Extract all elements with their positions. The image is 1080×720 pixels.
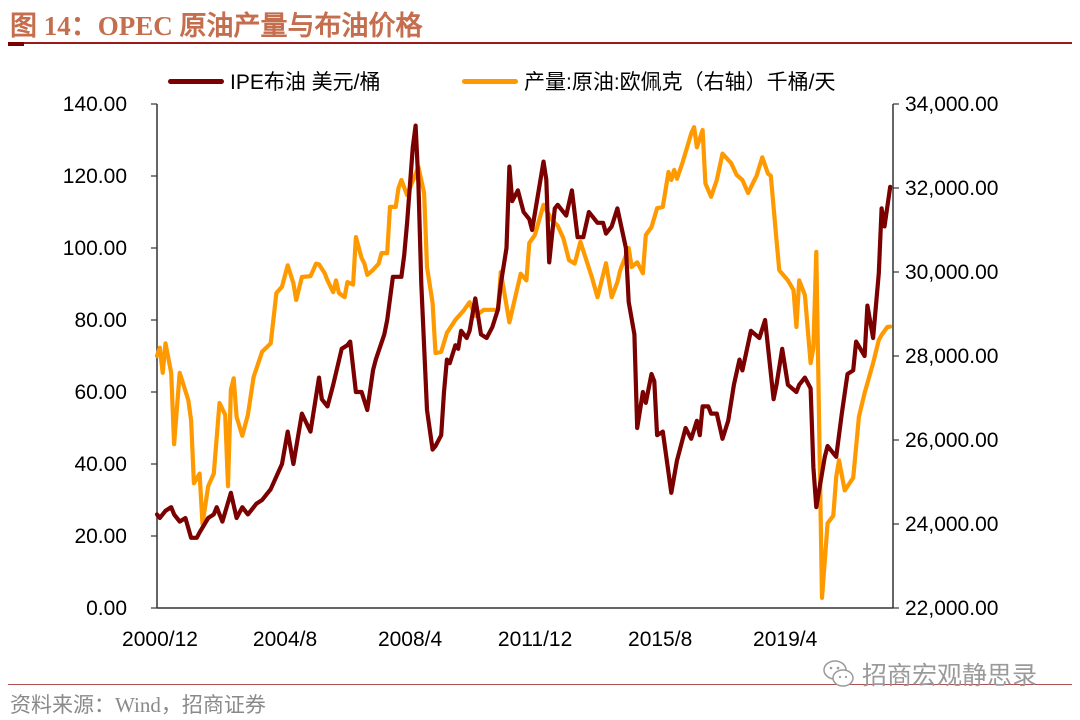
left-y-tick-label: 80.00 (74, 309, 127, 332)
footer-divider (8, 684, 1072, 685)
wechat-icon (823, 660, 854, 687)
title-divider (8, 42, 1072, 44)
series-line-brent (154, 123, 893, 540)
x-tick-label: 2011/12 (498, 628, 572, 651)
left-y-tick-label: 60.00 (74, 381, 127, 404)
right-y-tick-label: 22,000.00 (905, 597, 998, 620)
right-y-tick-label: 24,000.00 (905, 513, 998, 536)
right-y-tick-label: 28,000.00 (905, 345, 998, 368)
x-tick-label: 2019/4 (753, 628, 818, 651)
watermark-text: 招商宏观静思录 (862, 662, 1038, 690)
right-y-tick-label: 26,000.00 (905, 429, 998, 452)
left-y-tick-label: 100.00 (63, 237, 127, 260)
legend-label-opec: 产量:原油:欧佩克（右轴）千桶/天 (524, 71, 836, 94)
left-y-tick-label: 120.00 (63, 165, 127, 188)
figure-title: 图 14：OPEC 原油产量与布油价格 (10, 11, 423, 41)
legend-swatch-opec (462, 78, 518, 84)
left-y-tick-label: 20.00 (74, 525, 127, 548)
series-line-opec-production (154, 125, 893, 600)
right-y-tick-label: 30,000.00 (905, 261, 998, 284)
title-divider-accent (8, 42, 24, 46)
left-y-tick-label: 40.00 (74, 453, 127, 476)
x-tick-label: 2015/8 (628, 628, 692, 651)
legend-item-brent: IPE布油 美元/桶 (168, 66, 381, 96)
legend-item-opec: 产量:原油:欧佩克（右轴）千桶/天 (462, 66, 836, 96)
legend-label-brent: IPE布油 美元/桶 (230, 71, 381, 94)
legend-swatch-brent (168, 78, 224, 84)
x-tick-label: 2004/8 (253, 628, 317, 651)
x-tick-label: 2008/4 (378, 628, 443, 651)
chart-legend: IPE布油 美元/桶 产量:原油:欧佩克（右轴）千桶/天 (0, 66, 1080, 96)
source-note: 资料来源：Wind，招商证券 (10, 693, 266, 717)
right-y-tick-label: 32,000.00 (905, 177, 998, 200)
x-tick-label: 2000/12 (122, 628, 198, 651)
right-y-tick-label: 34,000.00 (905, 93, 998, 116)
left-y-tick-label: 140.00 (63, 93, 127, 116)
left-y-tick-label: 0.00 (86, 597, 127, 620)
watermark: 招商宏观静思录 (822, 656, 1037, 692)
